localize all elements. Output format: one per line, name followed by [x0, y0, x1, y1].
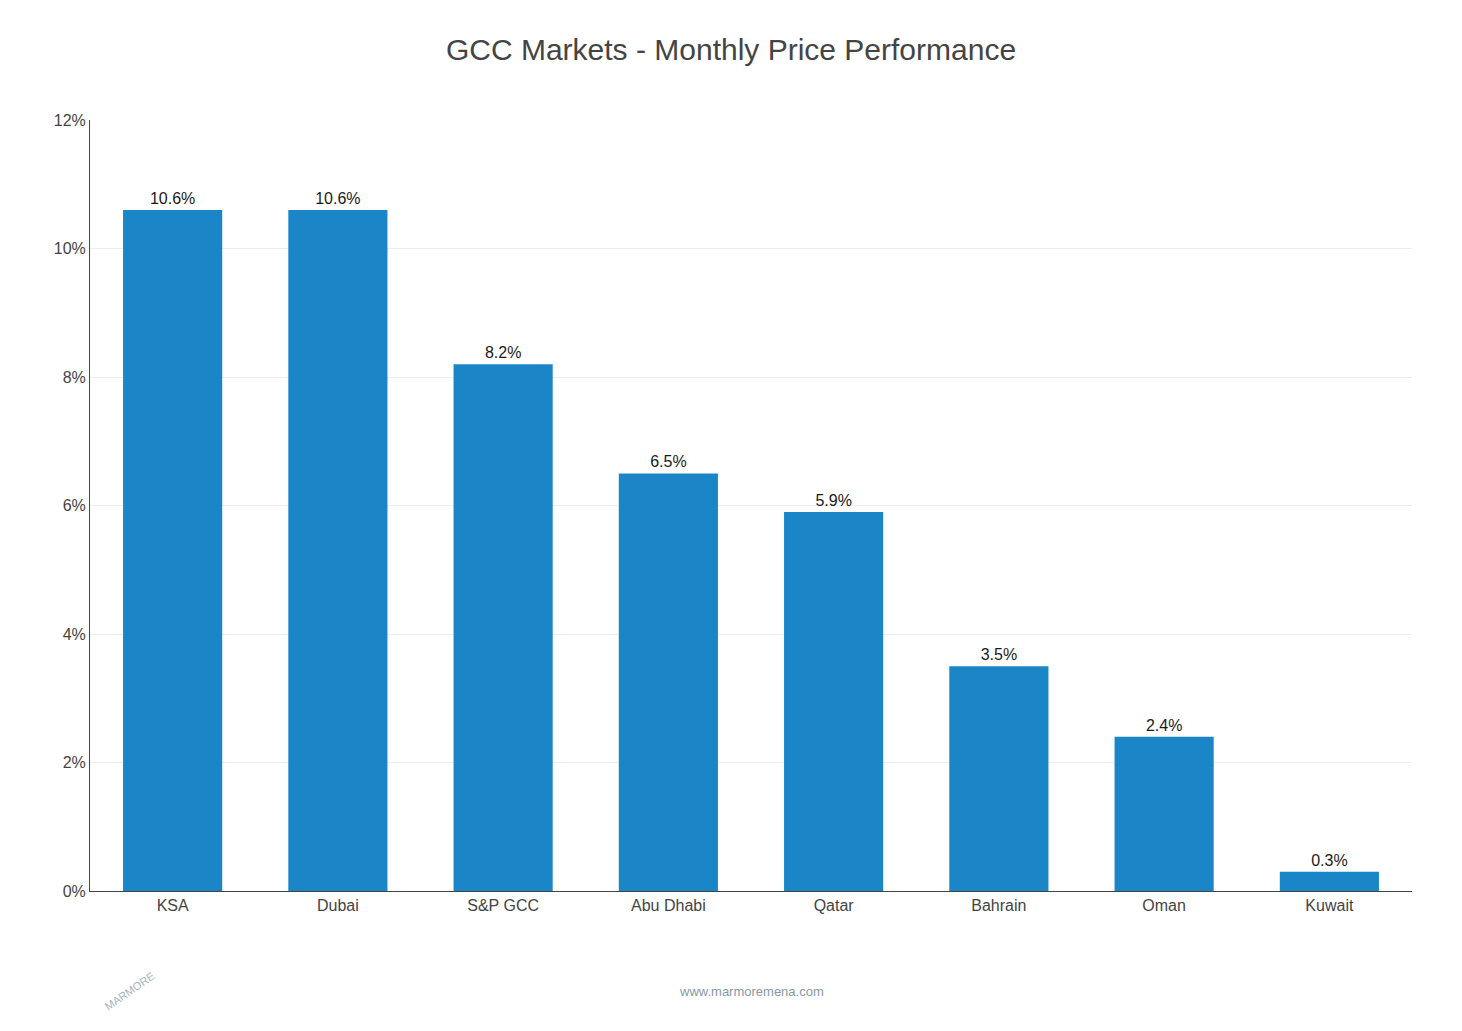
svg-text:Bahrain: Bahrain — [971, 897, 1026, 914]
svg-text:GCC Markets - Monthly Price Pe: GCC Markets - Monthly Price Performance — [446, 33, 1016, 66]
svg-text:0%: 0% — [63, 883, 86, 900]
svg-text:5.9%: 5.9% — [815, 492, 851, 509]
svg-text:10%: 10% — [54, 240, 86, 257]
svg-text:Dubai: Dubai — [317, 897, 359, 914]
svg-text:6%: 6% — [63, 497, 86, 514]
svg-text:10.6%: 10.6% — [150, 190, 195, 207]
svg-text:8%: 8% — [63, 369, 86, 386]
svg-text:S&P GCC: S&P GCC — [467, 897, 539, 914]
svg-text:Abu Dhabi: Abu Dhabi — [631, 897, 706, 914]
svg-text:10.6%: 10.6% — [315, 190, 360, 207]
svg-text:0.3%: 0.3% — [1311, 852, 1347, 869]
svg-text:MARMORE: MARMORE — [103, 970, 157, 1013]
svg-text:KSA: KSA — [157, 897, 189, 914]
svg-text:2.4%: 2.4% — [1146, 717, 1182, 734]
svg-text:12%: 12% — [54, 112, 86, 129]
svg-text:4%: 4% — [63, 626, 86, 643]
svg-text:www.marmoremena.com: www.marmoremena.com — [679, 984, 824, 999]
svg-text:Qatar: Qatar — [814, 897, 855, 914]
svg-text:Oman: Oman — [1142, 897, 1186, 914]
svg-text:8.2%: 8.2% — [485, 344, 521, 361]
svg-text:Kuwait: Kuwait — [1305, 897, 1354, 914]
svg-text:6.5%: 6.5% — [650, 453, 686, 470]
svg-text:2%: 2% — [63, 754, 86, 771]
svg-text:3.5%: 3.5% — [981, 646, 1017, 663]
